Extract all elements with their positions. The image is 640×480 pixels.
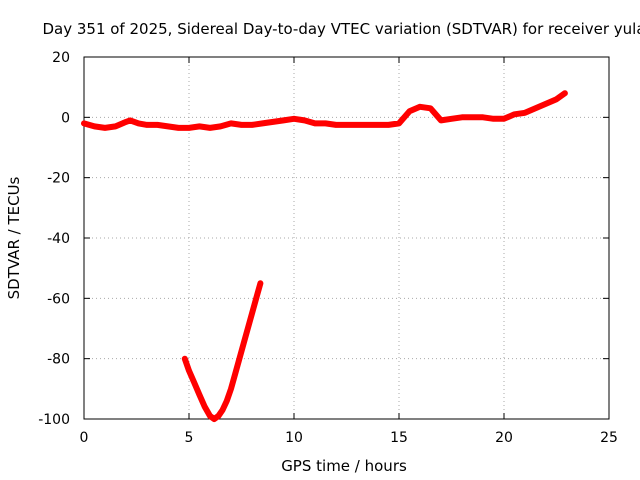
x-tick-label: 5: [185, 430, 194, 446]
y-tick-label: -60: [47, 291, 70, 307]
series-line-2: [181, 280, 264, 422]
axis-ticks: 0 5 10 15 20 25 -100 -80 -60 -40 -20 0 20: [38, 50, 618, 446]
y-tick-label: -40: [47, 231, 70, 247]
y-tick-label: 0: [61, 110, 70, 126]
y-tick-label: 20: [52, 50, 70, 66]
x-tick-label: 25: [600, 430, 618, 446]
y-tick-label: -80: [47, 352, 70, 368]
series-line-1: [81, 90, 568, 131]
x-axis-label: GPS time / hours: [281, 457, 407, 475]
chart-title: Day 351 of 2025, Sidereal Day-to-day VTE…: [42, 20, 640, 38]
x-tick-label: 0: [80, 430, 89, 446]
x-tick-label: 15: [390, 430, 408, 446]
y-tick-label: -20: [47, 171, 70, 187]
series-group: [81, 90, 568, 422]
x-tick-label: 10: [285, 430, 303, 446]
x-tick-label: 20: [495, 430, 513, 446]
y-axis-label: SDTVAR / TECUs: [5, 176, 23, 299]
y-tick-label: -100: [38, 412, 70, 428]
